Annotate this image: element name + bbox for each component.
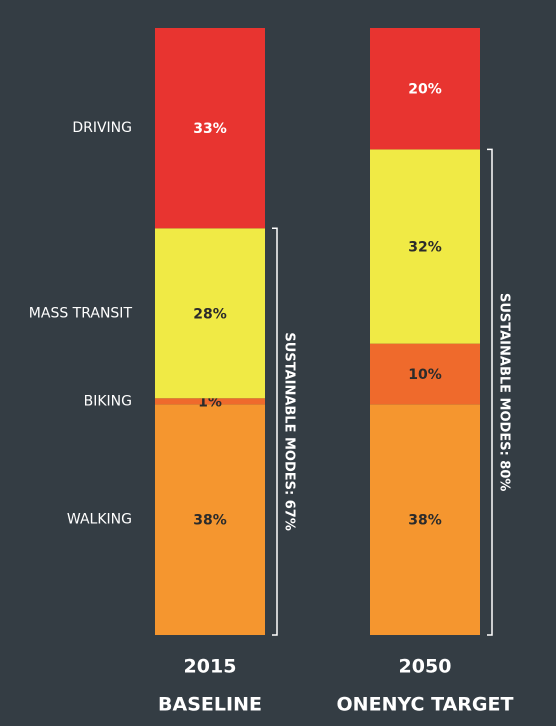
value-label: 20% — [408, 82, 442, 98]
x-tick-sublabel: ONENYC TARGET — [337, 694, 514, 716]
annotation: SUSTAINABLE MODES: 80% — [497, 293, 512, 491]
x-tick-label: 2015 — [184, 656, 237, 678]
series-label: DRIVING — [72, 120, 132, 136]
value-label: 38% — [193, 513, 227, 529]
bar-segment — [370, 404, 480, 635]
bar-segment — [370, 149, 480, 344]
bracket — [487, 148, 493, 636]
annotation: SUSTAINABLE MODES: 67% — [282, 332, 297, 530]
value-label: 10% — [408, 367, 442, 383]
value-label: 32% — [408, 240, 442, 256]
bar-segment — [370, 343, 480, 405]
series-label: MASS TRANSIT — [29, 305, 133, 321]
x-tick-label: 2050 — [399, 656, 452, 678]
value-label: 33% — [193, 121, 227, 137]
bar-segment — [370, 28, 480, 150]
series-label: BIKING — [84, 393, 132, 409]
bar-segment — [155, 28, 265, 229]
bar-segment — [155, 404, 265, 635]
bar-segment — [155, 398, 265, 405]
bar-segment — [155, 228, 265, 399]
x-tick-sublabel: BASELINE — [158, 694, 262, 716]
series-label: WALKING — [67, 512, 132, 528]
value-label: 38% — [408, 513, 442, 529]
bracket — [272, 227, 278, 636]
value-label: 28% — [193, 306, 227, 322]
value-label: 1% — [198, 394, 222, 410]
